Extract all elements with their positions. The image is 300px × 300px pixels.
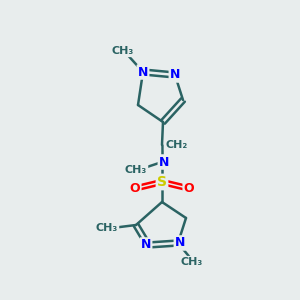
Text: N: N	[159, 155, 169, 169]
Text: N: N	[138, 65, 148, 79]
Text: CH₃: CH₃	[96, 223, 118, 233]
Text: CH₂: CH₂	[165, 140, 187, 150]
Text: N: N	[175, 236, 185, 250]
Text: CH₃: CH₃	[181, 257, 203, 267]
Text: CH₃: CH₃	[125, 165, 147, 175]
Text: S: S	[157, 175, 167, 189]
Text: N: N	[141, 238, 151, 251]
Text: O: O	[184, 182, 194, 194]
Text: N: N	[170, 68, 180, 82]
Text: CH₃: CH₃	[112, 46, 134, 56]
Text: O: O	[130, 182, 140, 194]
